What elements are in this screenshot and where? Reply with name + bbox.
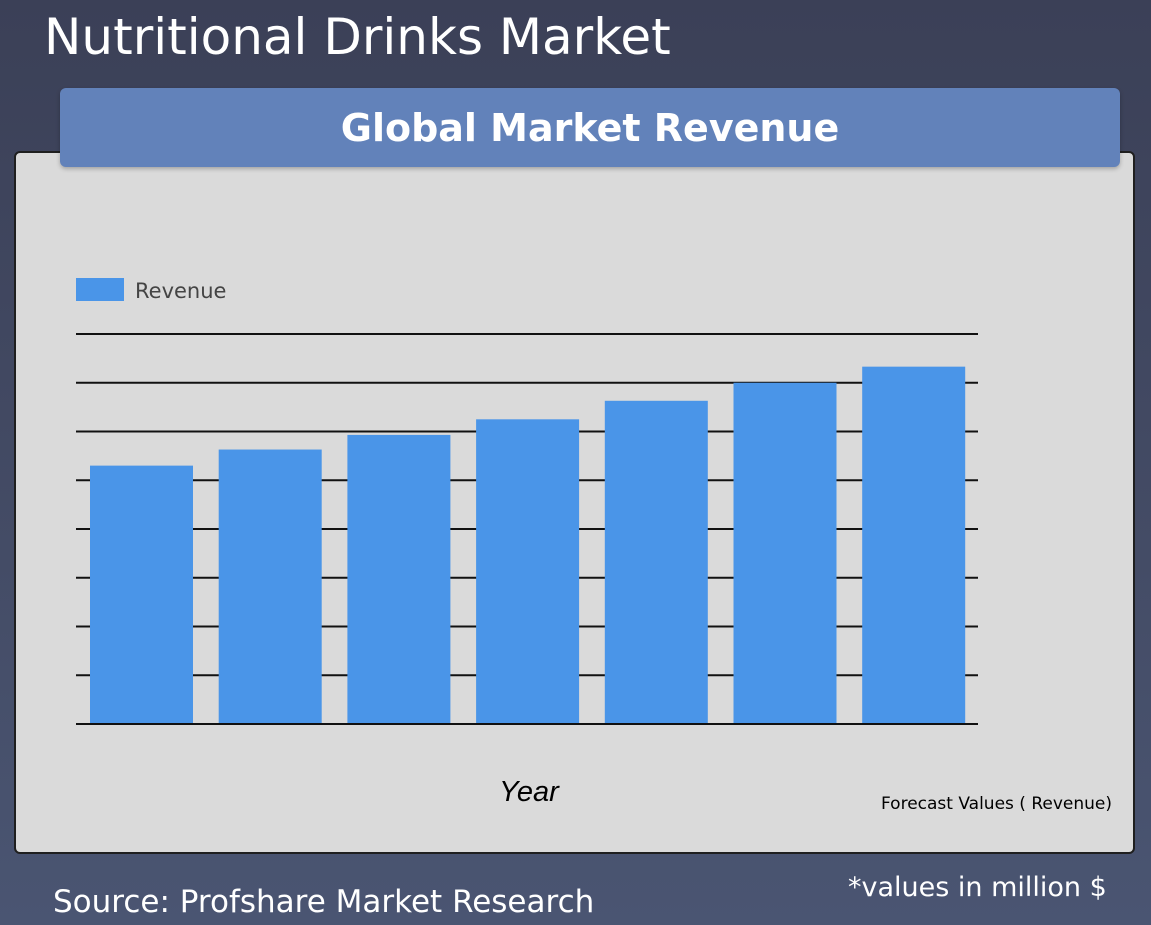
bar-revenue-6 — [733, 382, 837, 724]
chart-title-banner: Global Market Revenue — [60, 88, 1120, 167]
bar-revenue-3 — [347, 434, 451, 724]
chart-title: Global Market Revenue — [340, 105, 840, 150]
units-note: *values in million $ — [848, 872, 1107, 903]
forecast-footnote: Forecast Values ( Revenue) — [881, 794, 1112, 814]
bar-revenue-1 — [90, 465, 193, 724]
legend: Revenue — [76, 278, 226, 303]
bar-revenue-2 — [218, 449, 322, 724]
bar-revenue-4 — [476, 419, 580, 724]
bars — [76, 366, 978, 725]
legend-label-revenue: Revenue — [135, 279, 226, 303]
x-axis-label: Year — [499, 776, 560, 808]
source-credit: Source: Profshare Market Research — [53, 884, 595, 920]
page-title: Nutritional Drinks Market — [44, 8, 671, 66]
legend-swatch-revenue — [76, 278, 124, 301]
bar-revenue-5 — [604, 400, 708, 724]
bar-revenue-7 — [862, 366, 966, 724]
